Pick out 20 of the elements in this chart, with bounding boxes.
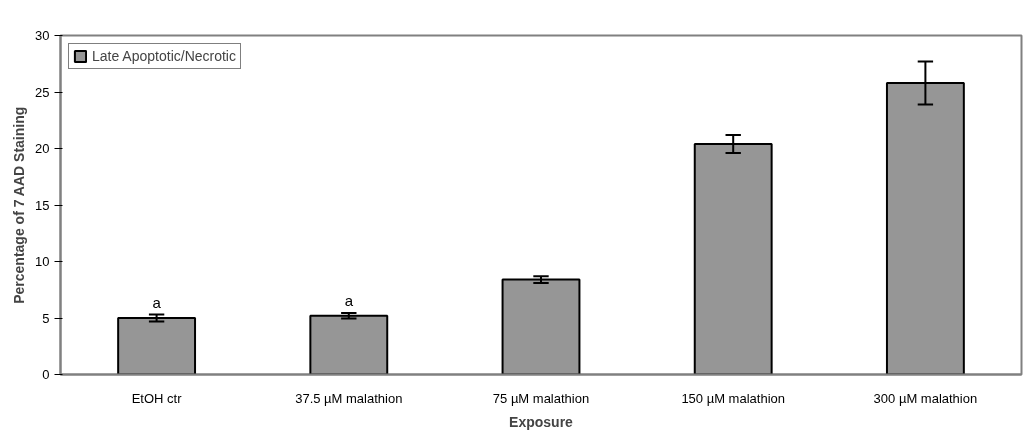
x-tick-label: EtOH ctr — [131, 390, 183, 406]
x-axis-title: Exposure — [509, 413, 574, 430]
y-tick-label: 15 — [35, 197, 50, 213]
annotation: a — [344, 291, 354, 309]
y-axis-title: Percentage of 7 AAD Staining — [11, 106, 28, 304]
bar — [117, 317, 197, 375]
x-tick-label: 300 µM malathion — [873, 390, 978, 406]
x-tick-label: 150 µM malathion — [681, 390, 786, 406]
y-tick-label: 10 — [35, 254, 50, 269]
x-tick-label: 37.5 µM malathion — [295, 390, 403, 406]
y-tick-label: 5 — [42, 310, 50, 326]
y-tick-label: 25 — [35, 84, 50, 100]
legend-label: Late Apoptotic/Necrotic — [92, 48, 236, 64]
y-tick-label: 20 — [35, 141, 50, 156]
y-tick-label: 0 — [42, 367, 50, 382]
x-tick-label: 75 µM malathion — [492, 390, 590, 406]
bar — [309, 314, 389, 375]
bar — [501, 278, 581, 375]
y-tick-label: 30 — [35, 28, 50, 43]
annotation: a — [152, 293, 162, 311]
